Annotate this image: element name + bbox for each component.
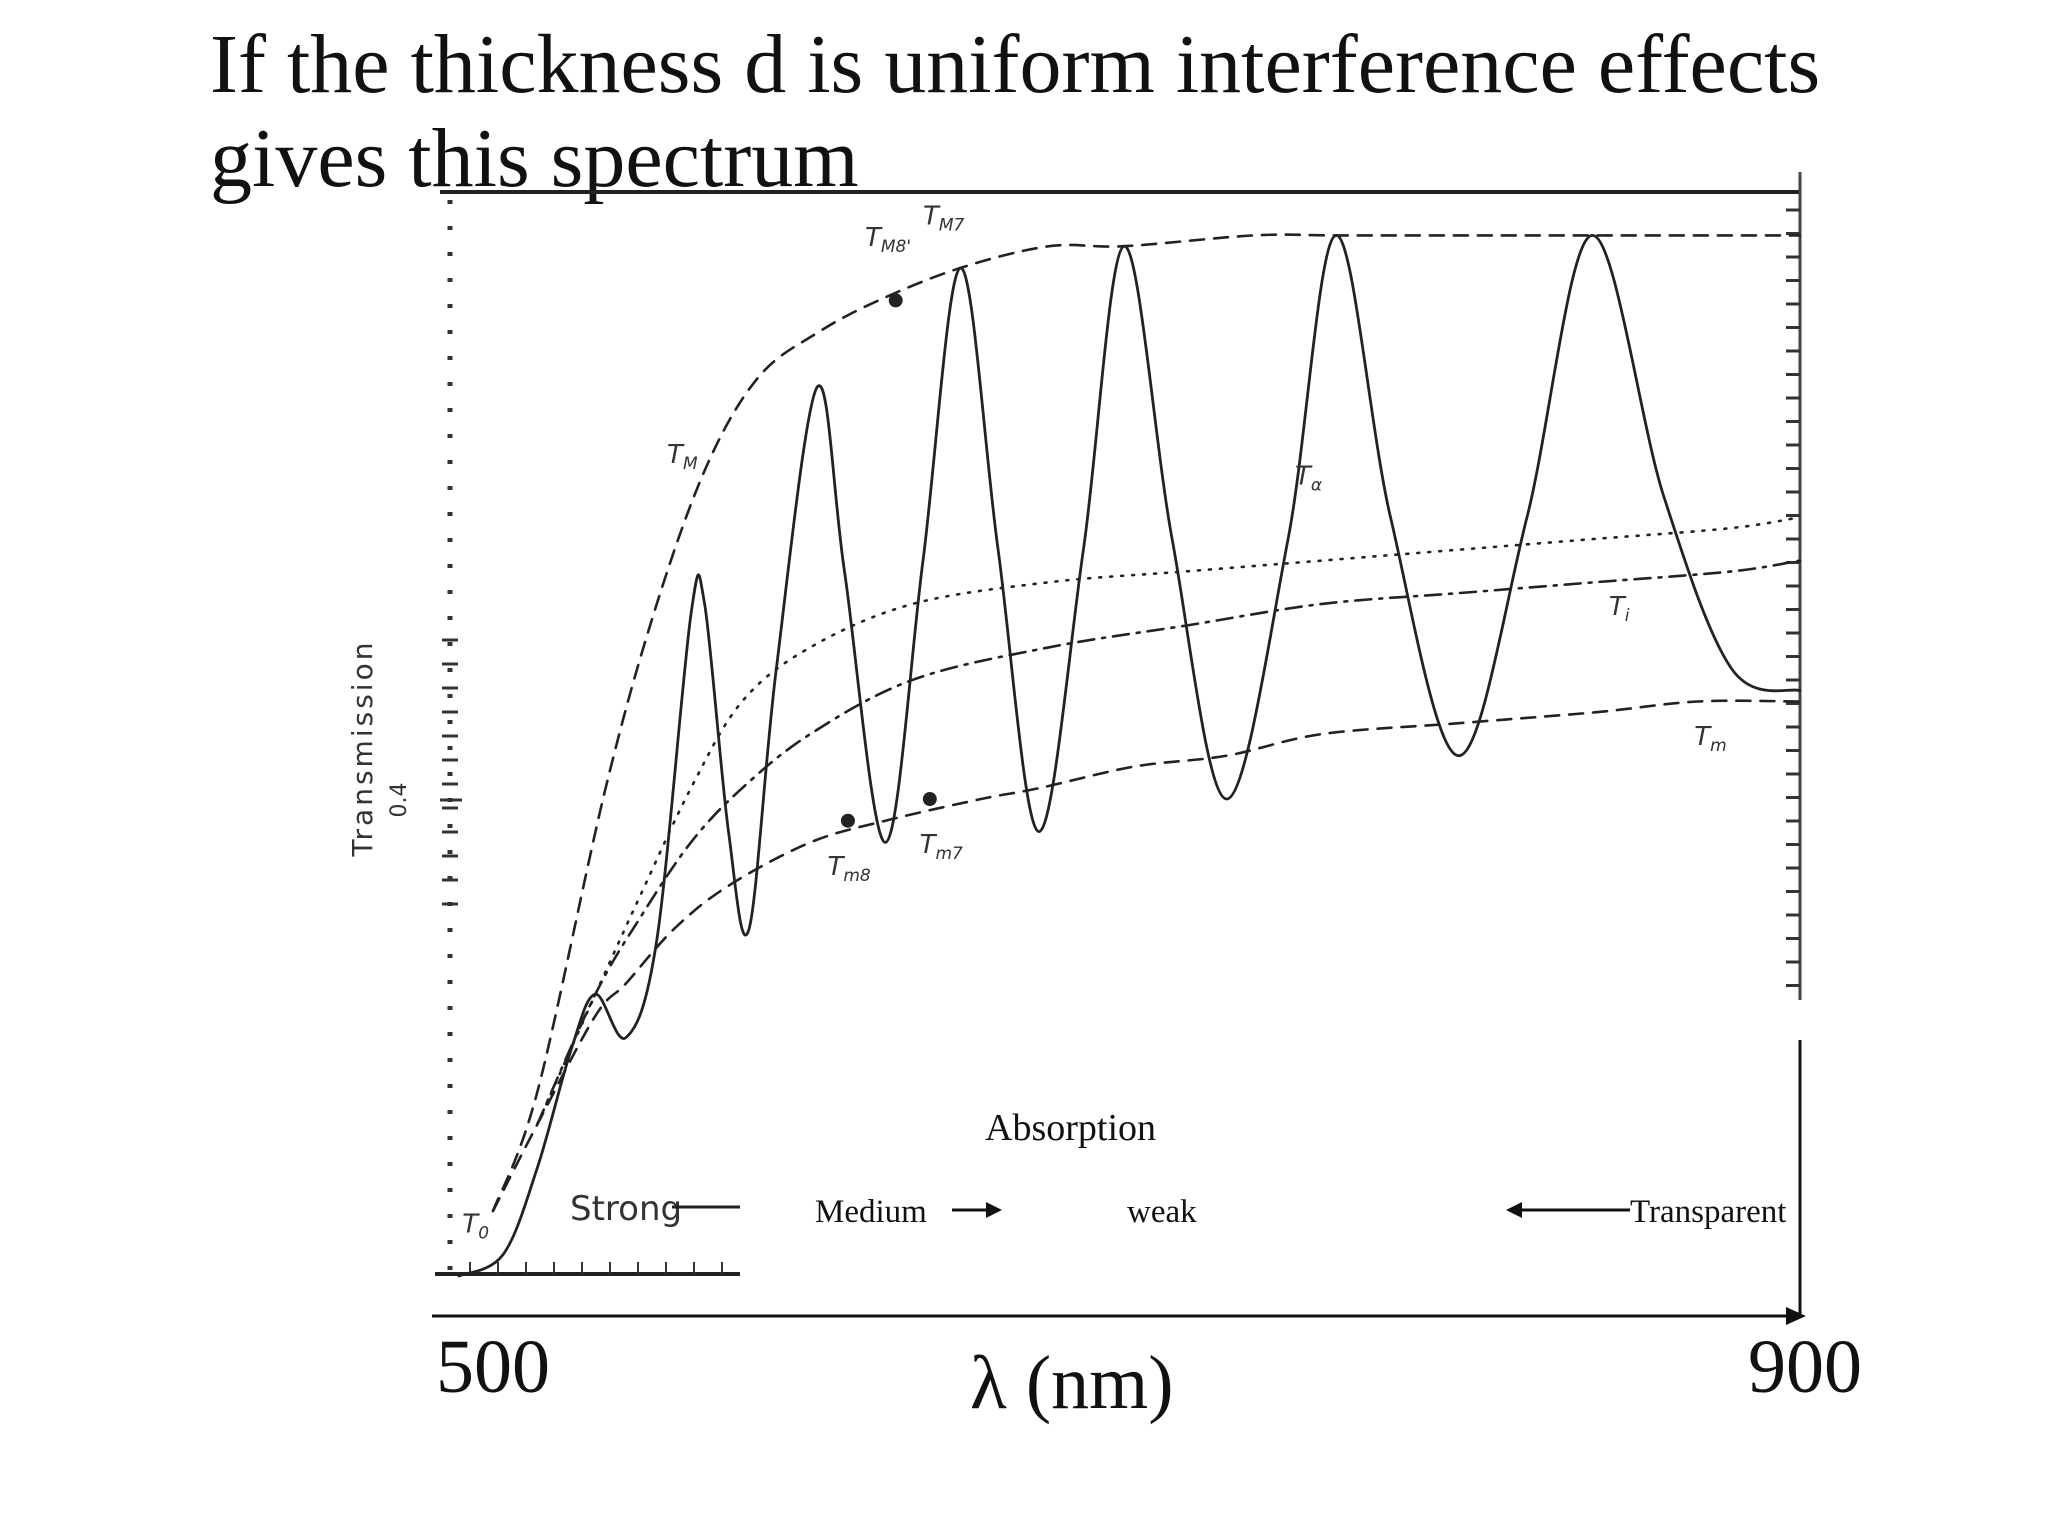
marker-point [840, 813, 855, 828]
curve-label: Ti [1609, 592, 1630, 626]
curve-label: T0 [462, 1210, 489, 1244]
curve-label: Tm7 [920, 830, 963, 864]
chart-labels: TM TM7 TM8' Tα Ti Tm Tm8 Tm7 T0 [462, 202, 1726, 1244]
x-tick-label-900: 900 [1748, 1325, 1862, 1409]
chart-axes [432, 172, 1806, 1325]
absorption-strong-label: Strong [570, 1189, 682, 1229]
series-line-t [457, 234, 1802, 1278]
x-axis-arrowhead [1786, 1307, 1806, 1325]
curve-label: Tα [1295, 462, 1322, 496]
series-line-t-m [491, 233, 1802, 1213]
y-axis-label: Transmission [346, 640, 379, 858]
absorption-medium-label: Medium [815, 1194, 927, 1230]
marker-point [888, 293, 903, 308]
curve-label: Tm8 [827, 852, 870, 886]
curve-label: TM7 [923, 202, 965, 236]
chart-markers [840, 293, 937, 828]
x-tick-label-500: 500 [436, 1325, 550, 1409]
series-line-t-i [536, 559, 1802, 1126]
y-tick-label-0-4: 0.4 [387, 783, 412, 818]
marker-point [922, 792, 937, 807]
absorption-title: Absorption [985, 1107, 1156, 1149]
tick-marks [440, 208, 1800, 1274]
absorption-transparent-label: Transparent [1630, 1194, 1786, 1230]
x-axis-label: λ (nm) [970, 1341, 1174, 1425]
chart-curves [457, 233, 1802, 1278]
series-line-t-m [491, 699, 1802, 1213]
absorption-weak-label: weak [1127, 1194, 1197, 1230]
medium-arrow-head [986, 1202, 1002, 1218]
slide-title: If the thickness d is uniform interferen… [210, 18, 1821, 205]
curve-label: TM8' [865, 223, 911, 257]
transparent-arrow-head [1506, 1202, 1522, 1218]
series-line-t- [536, 515, 1802, 1126]
curve-label: Tm [1694, 722, 1726, 756]
curve-label: TM [667, 440, 698, 474]
